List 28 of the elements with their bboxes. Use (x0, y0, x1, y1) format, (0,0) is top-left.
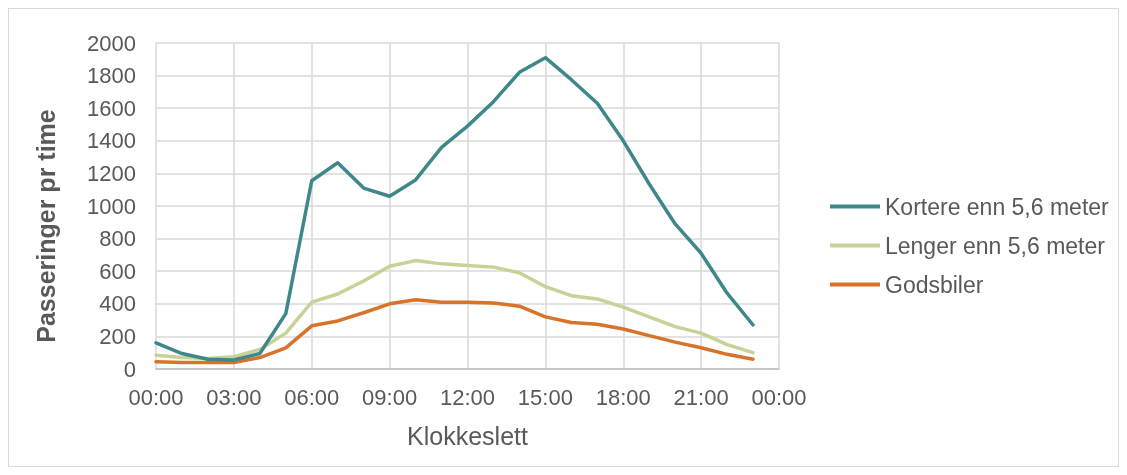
y-tick-label: 1600 (87, 95, 136, 121)
y-tick-label: 1000 (87, 193, 136, 219)
x-tick-label: 00:00 (128, 384, 184, 410)
x-tick-label: 21:00 (673, 384, 729, 410)
y-tick-label: 800 (99, 226, 136, 252)
x-tick-label: 15:00 (517, 384, 573, 410)
y-tick-label: 1200 (87, 160, 136, 186)
x-tick-label: 03:00 (206, 384, 262, 410)
y-tick-label: 0 (123, 356, 136, 382)
line-series (154, 297, 755, 365)
x-tick-label: 18:00 (595, 384, 651, 410)
legend-label: Kortere enn 5,6 meter (885, 193, 1110, 220)
x-axis-title: Klokkeslett (407, 421, 528, 450)
y-axis-title: Passeringer pr time (31, 109, 60, 343)
y-tick-label: 2000 (87, 30, 136, 56)
y-tick-label: 1800 (87, 63, 136, 89)
y-tick-label: 400 (99, 291, 136, 317)
legend-label: Godsbiler (885, 271, 984, 298)
line-series (154, 55, 755, 362)
x-tick-label: 12:00 (439, 384, 496, 410)
y-tick-label: 200 (99, 323, 136, 349)
legend-label: Lenger enn 5,6 meter (885, 232, 1106, 259)
x-tick-label: 00:00 (751, 384, 807, 410)
y-tick-label: 1400 (87, 128, 136, 154)
y-tick-label: 600 (99, 258, 136, 284)
x-tick-label: 06:00 (284, 384, 340, 410)
x-tick-label: 09:00 (362, 384, 418, 410)
line-series (154, 258, 755, 361)
